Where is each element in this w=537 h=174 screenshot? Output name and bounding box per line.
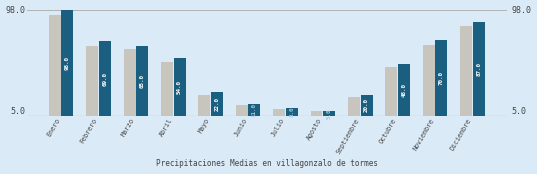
Bar xyxy=(436,40,447,116)
Bar xyxy=(249,104,260,116)
Text: 70.0: 70.0 xyxy=(439,71,444,85)
Bar xyxy=(236,105,248,116)
Bar xyxy=(49,15,61,116)
Text: 48.0: 48.0 xyxy=(402,83,407,97)
Bar xyxy=(124,49,135,116)
Bar xyxy=(173,58,186,116)
Bar xyxy=(310,111,323,116)
Text: 98.0: 98.0 xyxy=(65,56,70,70)
Bar xyxy=(323,111,335,116)
Text: 22.0: 22.0 xyxy=(214,97,220,111)
Text: 20.0: 20.0 xyxy=(364,98,369,112)
Bar xyxy=(348,97,360,116)
Text: 69.0: 69.0 xyxy=(103,72,107,86)
Bar xyxy=(198,94,211,116)
Bar xyxy=(460,26,472,116)
Text: 8.0: 8.0 xyxy=(289,107,294,117)
Bar xyxy=(386,67,397,116)
Bar xyxy=(473,22,485,116)
Bar xyxy=(361,94,373,116)
Bar xyxy=(136,46,148,116)
Bar xyxy=(211,92,223,116)
Text: 54.0: 54.0 xyxy=(177,80,182,94)
Bar xyxy=(161,62,173,116)
Text: 5.0: 5.0 xyxy=(326,108,332,119)
Bar xyxy=(99,41,111,116)
Bar xyxy=(286,108,298,116)
Text: 11.0: 11.0 xyxy=(252,103,257,117)
Text: 87.0: 87.0 xyxy=(476,62,481,76)
X-axis label: Precipitaciones Medias en villagonzalo de tormes: Precipitaciones Medias en villagonzalo d… xyxy=(156,159,378,168)
Bar xyxy=(423,45,434,116)
Bar xyxy=(398,64,410,116)
Bar xyxy=(273,109,285,116)
Text: 65.0: 65.0 xyxy=(140,74,145,88)
Bar xyxy=(86,46,98,116)
Bar xyxy=(61,10,74,116)
